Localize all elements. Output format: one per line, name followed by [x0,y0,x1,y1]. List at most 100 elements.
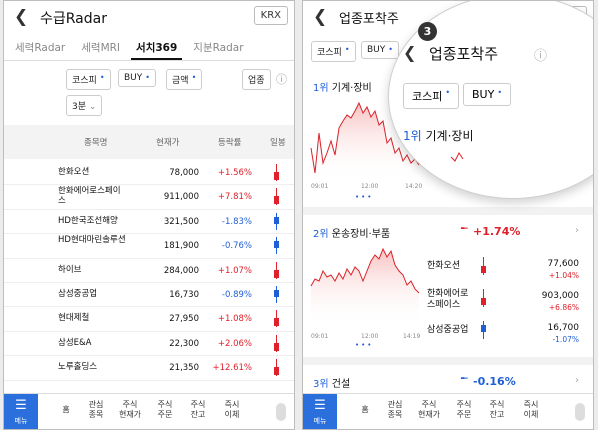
nav-label: 주식 [122,400,138,409]
tab-power-radar[interactable]: 세력Radar [15,42,66,54]
stock-change: +7.81% [217,192,252,203]
stock-name: HD현대마린솔루션 [58,235,126,246]
nav-current-price[interactable]: 주식 현재가 [413,400,445,420]
table-row[interactable]: 삼성E&A 22,300 +2.06% [4,332,294,357]
nav-balance[interactable]: 주식 잔고 [481,400,513,420]
zoom-market-chip: 코스피 • [403,83,460,109]
nav-label: 관심 [88,400,104,409]
sector-button[interactable]: 업종 [242,69,271,90]
stock-name: 하이브 [58,264,82,275]
sector-2-title[interactable]: 2위 운송장비·부품 [313,225,390,240]
sector-rank: 1위 [313,83,329,94]
chevron-down-icon: ⌄ [88,102,97,112]
side-filter-dropdown[interactable]: BUY • [118,69,156,87]
table-row[interactable]: 노루홀딩스 21,350 +12.61% [4,356,294,381]
candle-down-icon: ╾ [461,372,468,385]
table-row[interactable]: 삼성중공업 16,730 -0.89% [4,283,294,308]
mini-candle-icon [481,257,486,275]
scroll-toggle[interactable] [575,403,585,421]
nav-current-price[interactable]: 주식 현재가 [114,400,146,420]
nav-favorites[interactable]: 관심 종목 [80,400,112,420]
step-badge: 3 [418,22,437,41]
nav-home[interactable]: 홈 [361,405,369,414]
stock-change: -0.76% [221,241,252,252]
nav-label: 주식 [421,400,437,409]
period-filter-label: 3분 [72,102,87,112]
metric-filter-label: 금액 [172,76,189,86]
tab-power-mri[interactable]: 세력MRI [81,42,121,54]
daily-candle-icon [274,334,279,352]
menu-button[interactable]: ☰ 메뉴 [4,394,38,429]
stock-price: 911,000 [163,192,199,203]
table-row[interactable]: 현대제철 27,950 +1.08% [4,307,294,332]
metric-filter-dropdown[interactable]: 금액 • [166,69,203,90]
nav-label: 종목 [387,410,403,419]
table-row[interactable]: 한화에어로스페이스 911,000 +7.81% [4,185,294,210]
daily-candle-icon [274,359,279,377]
side-filter-label: BUY [124,73,143,83]
scroll-toggle[interactable] [276,403,286,421]
stock-name: 한화오션 [427,261,460,272]
sector-name: 운송장비·부품 [331,229,391,240]
menu-button[interactable]: ☰ 메뉴 [303,394,337,429]
tab-stake-radar[interactable]: 지분Radar [193,42,244,54]
market-filter-dropdown[interactable]: 코스피 • [66,69,111,90]
mini-candle-icon [481,289,486,307]
nav-balance[interactable]: 주식 잔고 [182,400,214,420]
pager-dots: ••• [355,341,374,349]
nav-favorites[interactable]: 관심 종목 [379,400,411,420]
menu-label: 메뉴 [313,417,327,425]
sector-3-title[interactable]: 3위 건설 [313,375,350,390]
table-row[interactable]: HD한국조선해양 321,500 -1.83% [4,210,294,235]
daily-candle-icon [274,285,279,303]
candle-up-icon: ╾ [461,222,468,235]
sector-1-title[interactable]: 1위 기계·장비 [313,79,372,94]
time-label: 12:00 [361,333,379,340]
table-row[interactable]: 한화오션 78,000 +1.56% [4,161,294,186]
nav-order[interactable]: 주식 주문 [149,400,181,420]
period-filter-dropdown[interactable]: 3분 ⌄ [66,95,103,116]
stock-change: +6.86% [548,303,579,312]
menu-label: 메뉴 [14,417,28,425]
nav-home[interactable]: 홈 [62,405,70,414]
nav-transfer[interactable]: 즉시 이체 [515,400,547,420]
nav-label: 잔고 [190,410,206,419]
time-label: 09:01 [311,183,329,190]
time-label: 12:00 [361,183,379,190]
stock-price: 16,730 [169,289,199,300]
sector-2-change: +1.74% [473,225,521,238]
dropdown-dot-icon: • [191,73,197,82]
filter-bar: 코스피 • BUY • 금액 • 업종 ⓘ 3분 ⌄ [4,61,294,117]
sector-rank: 3위 [313,379,329,390]
market-filter-dropdown[interactable]: 코스피 • [311,41,356,62]
nav-order[interactable]: 주식 주문 [448,400,480,420]
info-icon[interactable]: ⓘ [276,73,287,86]
back-arrow-icon[interactable]: ❮ [14,7,29,27]
side-filter-dropdown[interactable]: BUY • [361,41,399,59]
stock-name: 현대제철 [58,313,90,324]
back-arrow-icon[interactable]: ❮ [313,7,328,27]
stock-price: 903,000 [541,291,579,301]
stock-change: -0.89% [221,289,252,300]
zoom-chart-fragment [450,152,464,162]
tab-search369[interactable]: 서치369 [131,35,183,60]
bottom-nav: ☰ 메뉴 홈 관심 종목 주식 현재가 주식 주문 주식 잔고 즉시 이체 [4,393,294,429]
chevron-right-icon[interactable]: › [575,225,579,236]
nav-transfer[interactable]: 즉시 이체 [216,400,248,420]
nav-label: 잔고 [489,410,505,419]
zoom-sector-title: 1위 기계·장비 [403,127,474,144]
nav-label: 즉시 [224,400,240,409]
hamburger-icon: ☰ [15,398,27,413]
daily-candle-icon [274,310,279,328]
sector-3-change: -0.16% [473,375,516,388]
sector-rank: 1위 [403,129,422,143]
back-arrow-icon: ❮ [403,43,417,62]
chevron-right-icon[interactable]: › [575,375,579,386]
table-row[interactable]: 하이브 284,000 +1.07% [4,259,294,283]
nav-label: 종목 [88,410,104,419]
table-row[interactable]: HD현대마린솔루션 181,900 -0.76% [4,234,294,259]
market-filter-label: 코스피 [317,48,342,58]
bottom-nav: ☰ 메뉴 홈 관심 종목 주식 현재가 주식 주문 주식 잔고 즉시 이체 [303,393,593,429]
col-change: 등락률 [218,138,242,148]
market-selector-button[interactable]: KRX [253,6,288,25]
